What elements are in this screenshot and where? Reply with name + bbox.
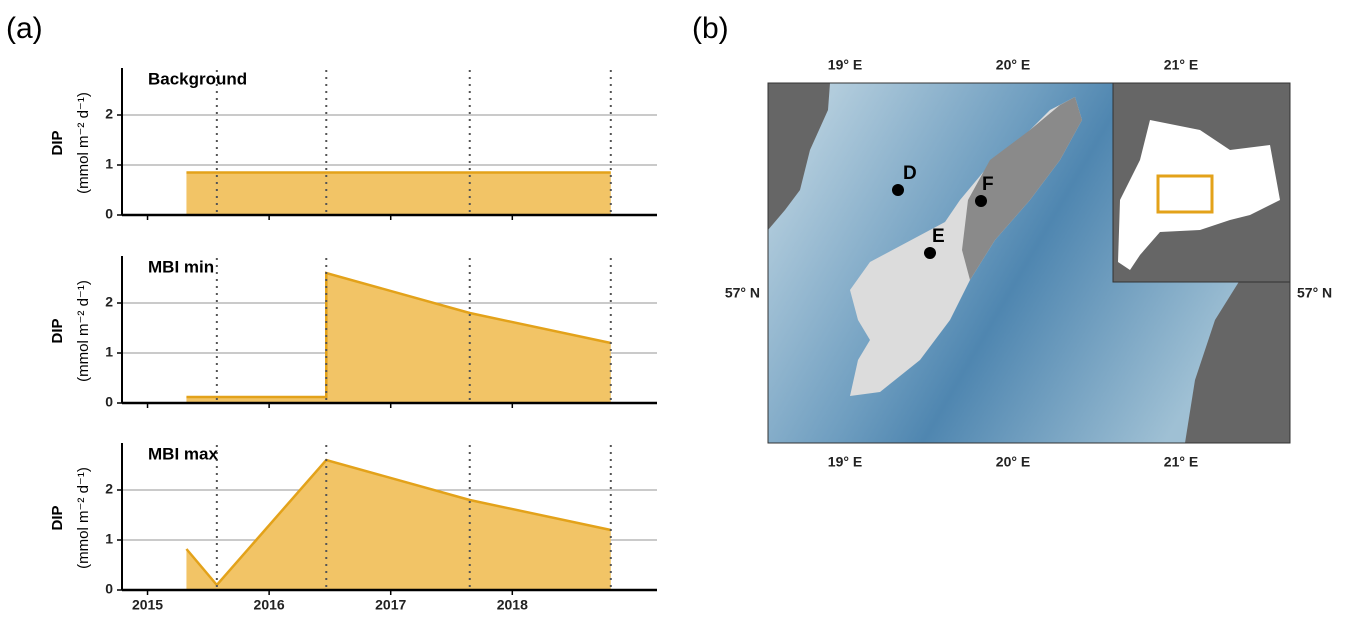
site [924,247,936,259]
panel-label: (b) [692,12,729,45]
y-label: DIP [49,130,66,155]
y-tick-label: 0 [105,394,113,410]
charts: 0 1 2 Background DIP (mmol m⁻² d⁻¹) 0 1 2 MBI min… [49,68,657,613]
site [892,184,904,196]
area-fill [186,273,611,403]
y-tick-label: 1 [105,156,113,172]
site-label: F [982,174,994,195]
x-tick-label: 2015 [132,597,163,613]
site-label: D [903,163,917,184]
y-unit: (mmol m⁻² d⁻¹) [75,467,92,569]
land [768,83,830,230]
y-unit: (mmol m⁻² d⁻¹) [75,280,92,382]
y-tick-label: 1 [105,531,113,547]
lon-label: 19° E [828,57,862,73]
lon-label: 21° E [1164,57,1198,73]
panel-label: (a) [6,12,43,45]
lon-label: 21° E [1164,454,1198,470]
panel-title: MBI max [148,444,218,463]
y-tick-label: 2 [105,106,113,122]
x-tick-label: 2017 [375,597,406,613]
y-label: DIP [49,505,66,530]
y-label: DIP [49,318,66,343]
inset-box [1156,174,1214,214]
area-fill [186,460,611,590]
inset-sea [1118,120,1280,270]
y-unit: (mmol m⁻² d⁻¹) [75,92,92,194]
map: D E F 19° E 20° E 21° E 19° E 20° E 21° … [725,57,1332,470]
x-tick-label: 2018 [497,597,528,613]
land [1185,250,1290,443]
y-tick-label: 1 [105,344,113,360]
panel-title: Background [148,69,247,88]
x-tick-label: 2016 [254,597,285,613]
lat-label: 57° N [1297,285,1332,301]
map-frame [767,82,1291,444]
lon-label: 19° E [828,454,862,470]
y-tick-label: 0 [105,581,113,597]
y-tick-label: 2 [105,294,113,310]
y-tick-label: 0 [105,206,113,222]
area-fill [186,172,611,215]
lat-label: 57° N [725,285,760,301]
island-east [962,97,1082,280]
site [975,195,987,207]
site-label: E [932,226,945,247]
lon-label: 20° E [996,57,1030,73]
lon-label: 20° E [996,454,1030,470]
panel-title: MBI min [148,257,214,276]
y-tick-label: 2 [105,481,113,497]
